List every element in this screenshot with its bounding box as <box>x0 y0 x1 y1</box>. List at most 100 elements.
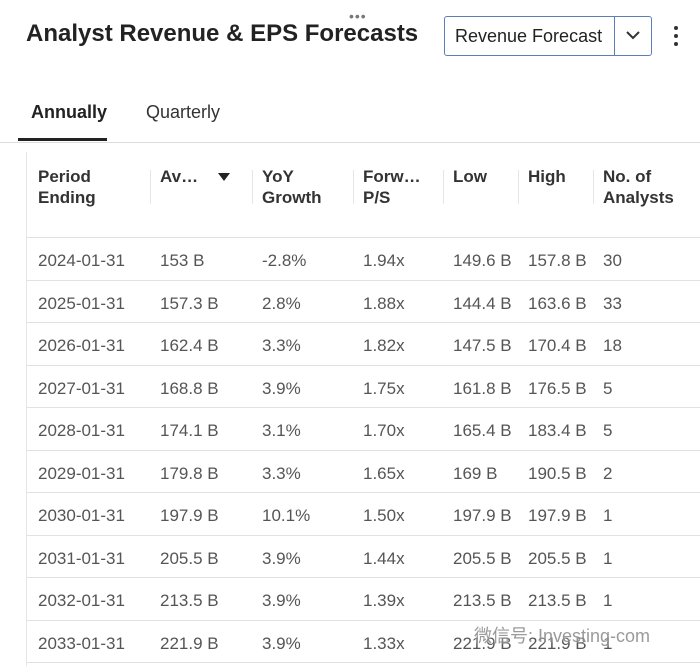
column-header[interactable]: Ending <box>38 188 96 207</box>
table-cell: 3.9% <box>262 633 301 653</box>
table-cell: 30 <box>603 251 622 270</box>
table-cell: 1.94x <box>363 251 405 270</box>
table-cell: 1 <box>603 591 613 610</box>
row-line <box>27 279 700 281</box>
table-cell: 149.6 B <box>453 251 512 270</box>
row-line <box>27 322 700 323</box>
column-divider <box>518 170 519 204</box>
table-cell: 2 <box>603 463 613 483</box>
table-cell: 3.3% <box>262 463 301 483</box>
table-cell: 168.8 B <box>160 378 219 398</box>
column-header[interactable]: YoY <box>262 167 294 186</box>
column-divider <box>443 170 444 204</box>
column-header[interactable]: Period <box>38 167 91 186</box>
table-cell: 2031-01-31 <box>38 548 125 568</box>
column-divider <box>353 170 354 204</box>
row-line <box>27 237 700 238</box>
column-header[interactable]: Low <box>453 167 487 186</box>
table-cell: 10.1% <box>262 506 311 525</box>
tab[interactable]: Quarterly <box>146 102 221 122</box>
table-cell: 18 <box>603 336 622 355</box>
table-border <box>26 152 27 666</box>
table-cell: 1 <box>603 548 613 568</box>
dropdown-label[interactable]: Revenue Forecast <box>455 26 603 46</box>
table-cell: 147.5 B <box>453 336 512 355</box>
chevron[interactable] <box>624 28 642 42</box>
table-cell: 3.9% <box>262 378 301 398</box>
table-cell: 5 <box>603 421 613 440</box>
row-line <box>27 492 700 493</box>
column-header[interactable]: High <box>528 167 566 186</box>
table-cell: 2024-01-31 <box>38 251 125 270</box>
table-cell: 165.4 B <box>453 421 512 440</box>
table-cell: 162.4 B <box>160 336 219 355</box>
tab-underline <box>18 138 107 141</box>
column-header[interactable]: Av… <box>160 167 199 186</box>
watermark: 微信号: Investing-com <box>474 626 651 646</box>
table-cell: 1 <box>603 633 613 653</box>
table-cell: 197.9 B <box>528 506 587 525</box>
row-line <box>27 407 700 408</box>
table-cell: -2.8% <box>262 251 307 270</box>
table-cell: 213.5 B <box>160 591 219 610</box>
column-header[interactable]: Forw… <box>363 167 421 186</box>
dropdown[interactable] <box>444 16 652 56</box>
table-cell: 157.8 B <box>528 251 587 270</box>
dropdown-divider <box>614 16 615 56</box>
table-cell: 2027-01-31 <box>38 378 125 398</box>
table-cell: 221.9 B <box>528 633 587 653</box>
column-header[interactable]: Growth <box>262 188 322 207</box>
table-cell: 183.4 B <box>528 421 587 440</box>
table-cell: 221.9 B <box>160 633 219 653</box>
table-cell: 2026-01-31 <box>38 336 125 355</box>
table-cell: 205.5 B <box>453 548 512 568</box>
divider <box>0 142 700 143</box>
table-cell: 2030-01-31 <box>38 506 125 525</box>
table-cell: 213.5 B <box>528 591 587 610</box>
column-header[interactable]: No. of <box>603 167 652 186</box>
table-cell: 3.9% <box>262 591 301 610</box>
table-cell: 1.70x <box>363 421 405 440</box>
table-cell: 2032-01-31 <box>38 591 125 610</box>
table-cell: 169 B <box>453 463 498 483</box>
table-cell: 153 B <box>160 251 205 270</box>
table-cell: 2.8% <box>262 293 301 313</box>
table-cell: 3.3% <box>262 336 301 355</box>
table-cell: 5 <box>603 378 613 398</box>
sort-arrow[interactable] <box>217 172 231 182</box>
table-cell: 170.4 B <box>528 336 587 355</box>
table-cell: 1.82x <box>363 336 405 355</box>
table-cell: 2033-01-31 <box>38 633 125 653</box>
table-cell: 197.9 B <box>160 506 219 525</box>
row-line <box>27 662 700 663</box>
title: Analyst Revenue & EPS Forecasts <box>26 20 419 47</box>
table-cell: 1.50x <box>363 506 405 525</box>
row-line <box>27 577 700 578</box>
table-cell: 190.5 B <box>528 463 587 483</box>
row-line <box>27 619 700 621</box>
table-cell: 1.44x <box>363 548 405 568</box>
table-cell: 1.65x <box>363 463 405 483</box>
table-cell: 197.9 B <box>453 506 512 525</box>
column-header[interactable]: P/S <box>363 188 391 207</box>
table-cell: 2029-01-31 <box>38 463 125 483</box>
table-cell: 176.5 B <box>528 378 587 398</box>
column-divider <box>252 170 253 204</box>
table-cell: 144.4 B <box>453 293 512 313</box>
table-cell: 213.5 B <box>453 591 512 610</box>
row-line <box>27 449 700 451</box>
table-cell: 1.39x <box>363 591 405 610</box>
column-divider <box>150 170 151 204</box>
tab[interactable]: Annually <box>31 102 108 122</box>
more-menu[interactable] <box>670 24 682 48</box>
table-cell: 1.88x <box>363 293 405 313</box>
table-cell: 1.75x <box>363 378 405 398</box>
table-cell: 163.6 B <box>528 293 587 313</box>
table-cell: 33 <box>603 293 622 313</box>
drag-handle[interactable]: ••• <box>349 8 367 24</box>
table-cell: 1.33x <box>363 633 405 653</box>
table-cell: 2028-01-31 <box>38 421 125 440</box>
table-cell: 157.3 B <box>160 293 219 313</box>
column-header[interactable]: Analysts <box>603 188 674 207</box>
